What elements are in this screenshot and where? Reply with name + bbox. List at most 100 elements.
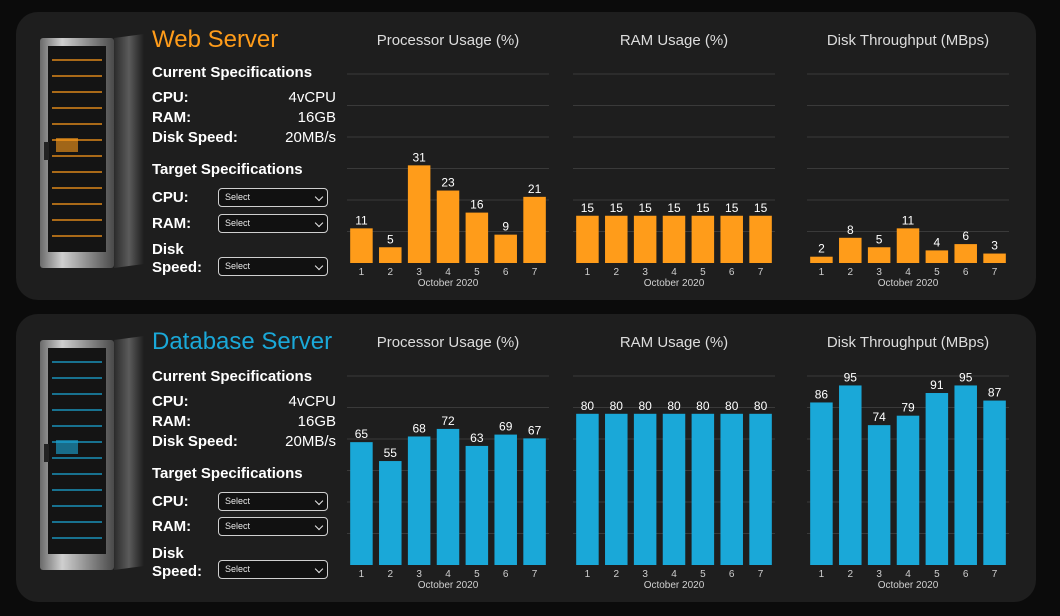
- web-server-panel: Web Server Current Specifications CPU: 4…: [16, 12, 1036, 300]
- target-ram-select[interactable]: Select: [218, 517, 328, 536]
- select-value: Select: [225, 261, 251, 271]
- select-value: Select: [225, 218, 251, 228]
- x-tick-label: 6: [729, 569, 735, 580]
- chart-bar: [925, 250, 949, 263]
- chevron-down-icon: [314, 564, 324, 574]
- chart-bar: [379, 461, 402, 565]
- chart-x-axis-label: October 2020: [417, 278, 479, 289]
- data-label: 87: [988, 386, 1002, 400]
- target-disk-speed-select[interactable]: Select: [218, 257, 328, 276]
- panel-title: Web Server: [152, 26, 279, 53]
- spec-value: 4vCPU: [288, 89, 336, 106]
- data-label: 72: [441, 414, 455, 428]
- x-tick-label: 2: [614, 569, 620, 580]
- x-tick-label: 7: [532, 267, 538, 278]
- data-label: 4: [934, 235, 941, 249]
- data-label: 5: [876, 232, 883, 246]
- x-tick-label: 2: [848, 267, 854, 278]
- x-tick-label: 5: [700, 267, 706, 278]
- chart-bar: [633, 215, 657, 263]
- chart-title: Processor Usage (%): [376, 32, 520, 49]
- x-tick-label: 4: [905, 267, 911, 278]
- chart-bar: [954, 385, 977, 565]
- x-tick-label: 1: [819, 267, 825, 278]
- spec-value: 16GB: [297, 413, 336, 430]
- chart-bar: [839, 385, 862, 565]
- x-tick-label: 6: [503, 267, 509, 278]
- spec-value: 4vCPU: [288, 393, 336, 410]
- spec-row-cpu: CPU: 4vCPU: [152, 89, 336, 109]
- data-label: 9: [502, 220, 509, 234]
- x-tick-label: 1: [585, 569, 591, 580]
- chart-x-axis-label: October 2020: [417, 580, 479, 591]
- x-tick-label: 5: [934, 267, 940, 278]
- x-tick-label: 7: [758, 569, 764, 580]
- x-tick-label: 1: [359, 267, 365, 278]
- chart-bar: [576, 413, 599, 565]
- chart-title: RAM Usage (%): [619, 334, 729, 351]
- x-tick-label: 1: [585, 267, 591, 278]
- chart-title: Disk Throughput (MBps): [826, 32, 990, 49]
- ram-usage-chart: RAM Usage (%) 15 1 15 2 15 3 15 4 15 5 15 6 15 7 Octo…: [569, 12, 779, 300]
- x-tick-label: 7: [992, 267, 998, 278]
- spec-label: Disk Speed:: [152, 433, 238, 450]
- chart-bar: [436, 190, 460, 263]
- chart-x-axis-label: October 2020: [643, 278, 705, 289]
- chart-bar: [465, 212, 489, 263]
- chart-bar: [436, 428, 460, 565]
- x-tick-label: 1: [819, 569, 825, 580]
- spec-row-ram: RAM: 16GB: [152, 109, 336, 129]
- data-label: 15: [610, 201, 624, 215]
- chart-bar: [720, 215, 743, 263]
- data-label: 16: [470, 198, 484, 212]
- x-tick-label: 7: [992, 569, 998, 580]
- chart-bar: [925, 393, 949, 565]
- x-tick-label: 2: [388, 569, 394, 580]
- chart-bar: [867, 425, 891, 565]
- data-label: 11: [355, 213, 368, 227]
- target-label-disk-speed: Disk Speed:: [152, 241, 203, 276]
- target-disk-speed-select[interactable]: Select: [218, 560, 328, 579]
- chart-bar: [749, 215, 772, 263]
- data-label: 69: [499, 420, 513, 434]
- chart-bar: [720, 413, 743, 565]
- data-label: 68: [412, 421, 426, 435]
- chevron-down-icon: [314, 496, 324, 506]
- x-tick-label: 5: [474, 569, 480, 580]
- server-rack-icon: [40, 336, 144, 570]
- chart-bar: [983, 253, 1006, 263]
- x-tick-label: 2: [388, 267, 394, 278]
- target-specs-heading: Target Specifications: [152, 161, 303, 178]
- target-ram-select[interactable]: Select: [218, 214, 328, 233]
- spec-row-cpu: CPU: 4vCPU: [152, 393, 336, 413]
- chart-title: Disk Throughput (MBps): [826, 334, 990, 351]
- x-tick-label: 4: [905, 569, 911, 580]
- spec-value: 20MB/s: [285, 433, 336, 450]
- chart-bar: [896, 228, 920, 263]
- data-label: 86: [815, 387, 829, 401]
- chart-bar: [379, 247, 402, 263]
- data-label: 31: [412, 150, 426, 164]
- chart-bar: [494, 434, 517, 565]
- data-label: 23: [441, 176, 455, 190]
- data-label: 65: [355, 427, 369, 441]
- x-tick-label: 5: [474, 267, 480, 278]
- data-label: 11: [902, 213, 915, 227]
- target-cpu-select[interactable]: Select: [218, 492, 328, 511]
- disk-throughput-chart: Disk Throughput (MBps) 2 1 8 2 5 3 11 4 4 5 6 6 3 7 O…: [803, 12, 1013, 300]
- data-label: 21: [528, 182, 542, 196]
- chart-plot: 80 1 80 2 80 3 80 4 80 5 80 6 80 7: [573, 375, 775, 580]
- data-label: 55: [384, 446, 398, 460]
- spec-value: 16GB: [297, 109, 336, 126]
- target-cpu-select[interactable]: Select: [218, 188, 328, 207]
- chart-bar: [867, 247, 891, 263]
- chart-x-axis-label: October 2020: [643, 580, 705, 591]
- spec-label: RAM:: [152, 109, 192, 126]
- x-tick-label: 3: [642, 267, 648, 278]
- processor-usage-chart: Processor Usage (%) 11 1 5 2 31 3 23 4 16 5 9 6 21 7 …: [343, 12, 553, 300]
- chart-bar: [954, 244, 977, 263]
- chart-bar: [810, 402, 833, 565]
- data-label: 79: [901, 401, 915, 415]
- panel-title: Database Server: [152, 328, 333, 355]
- select-value: Select: [225, 564, 251, 574]
